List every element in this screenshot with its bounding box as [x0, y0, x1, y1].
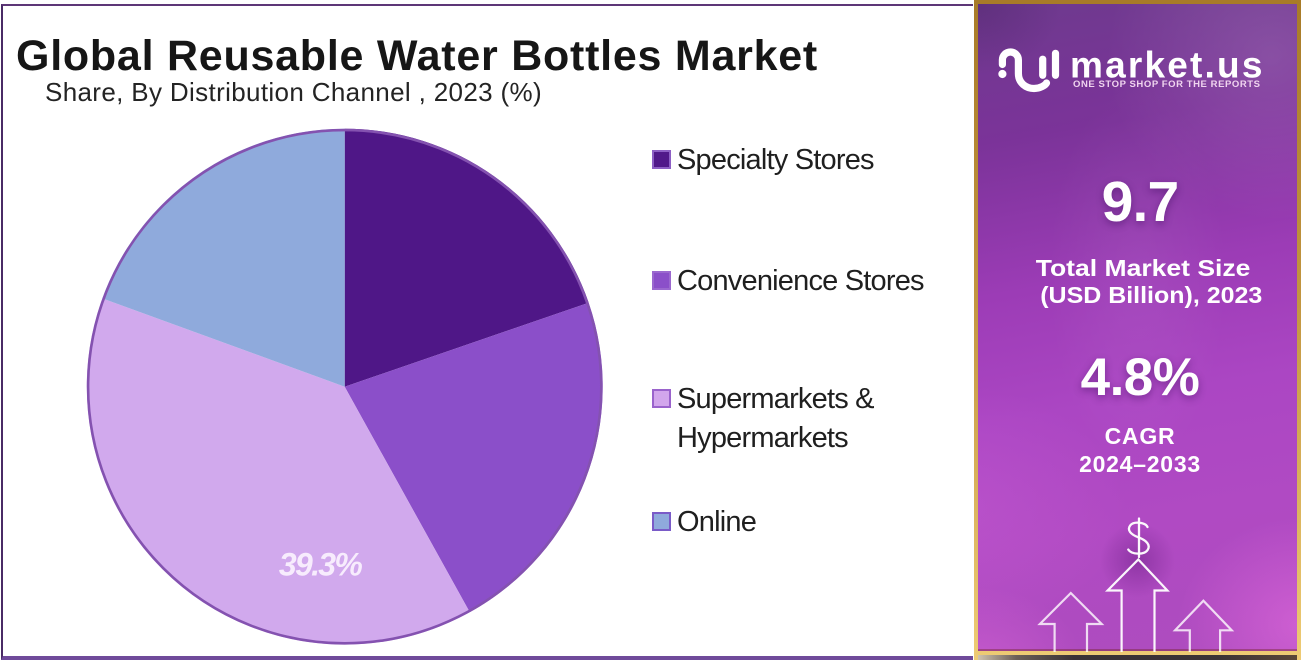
svg-text:ONE STOP SHOP FOR THE REPORTS: ONE STOP SHOP FOR THE REPORTS	[1073, 79, 1261, 90]
svg-text:39.3%: 39.3%	[279, 547, 362, 583]
svg-text:market.us: market.us	[1070, 45, 1265, 86]
